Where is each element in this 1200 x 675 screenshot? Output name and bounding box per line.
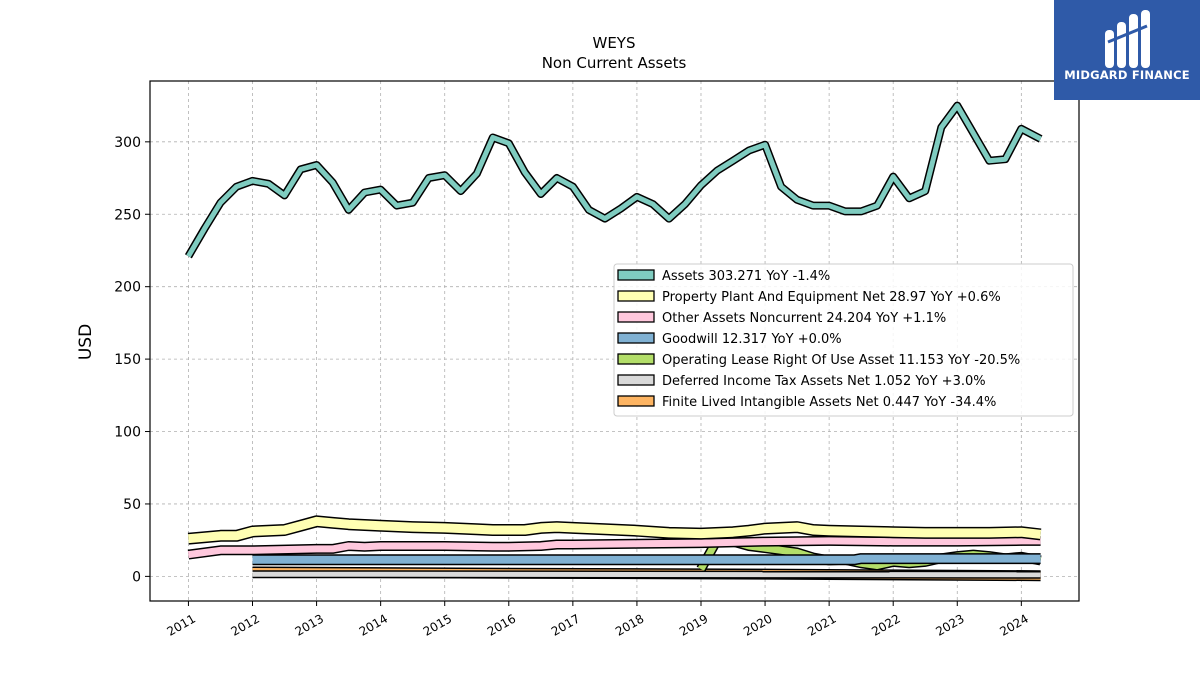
legend-label: Finite Lived Intangible Assets Net 0.447… [662, 395, 996, 410]
y-tick-label: 300 [114, 135, 141, 151]
x-tick-label: 2017 [549, 611, 582, 638]
legend-item: Operating Lease Right Of Use Asset 11.15… [617, 353, 1020, 368]
series-line [186, 103, 1042, 258]
legend-box [613, 263, 1074, 417]
plot-frame [149, 80, 1080, 602]
y-tick-label: 200 [114, 280, 141, 296]
series-layer [184, 101, 1043, 582]
x-tick-label: 2020 [741, 611, 774, 638]
x-tick-label: 2016 [485, 611, 518, 638]
series-5 [252, 570, 1041, 579]
y-axis-label: USD [76, 324, 96, 360]
legend-item: Other Assets Noncurrent 24.204 YoY +1.1% [617, 311, 946, 326]
x-tick-label: 2014 [357, 611, 390, 638]
series-1 [187, 515, 1042, 545]
x-tick-label: 2011 [164, 611, 197, 638]
legend-swatch [617, 290, 655, 302]
x-tick-label: 2021 [805, 611, 838, 638]
legend-label: Property Plant And Equipment Net 28.97 Y… [662, 290, 1001, 305]
legend-label: Goodwill 12.317 YoY +0.0% [662, 332, 842, 347]
legend-swatch [617, 311, 655, 323]
x-tick-label: 2018 [613, 611, 646, 638]
legend-swatch [617, 353, 655, 365]
x-tick-label: 2013 [293, 611, 326, 638]
legend: Assets 303.271 YoY -1.4% Property Plant A… [613, 263, 1074, 417]
legend-item: Goodwill 12.317 YoY +0.0% [617, 332, 842, 347]
y-tick-label: 50 [123, 497, 141, 513]
y-tick-label: 150 [114, 352, 141, 368]
legend-swatch [617, 374, 655, 386]
series-line [187, 537, 1041, 559]
series-line [252, 571, 1041, 578]
logo-mark-icon [1105, 10, 1150, 68]
series-2 [187, 535, 1041, 560]
logo: MIDGARD FINANCE [1054, 0, 1200, 100]
legend-item: Property Plant And Equipment Net 28.97 Y… [617, 290, 1001, 305]
series-0 [184, 101, 1043, 259]
logo-text: MIDGARD FINANCE [1064, 68, 1190, 82]
series-line [187, 516, 1042, 544]
legend-swatch [617, 269, 655, 281]
x-tick-label: 2023 [933, 611, 966, 638]
legend-label: Assets 303.271 YoY -1.4% [662, 269, 830, 284]
x-tick-label: 2012 [229, 611, 262, 638]
legend-swatch [617, 332, 655, 344]
series-line [252, 554, 1041, 564]
y-tick-label: 100 [114, 425, 141, 441]
y-tick-label: 0 [132, 569, 141, 585]
x-tick-label: 2019 [677, 611, 710, 638]
legend-item: Deferred Income Tax Assets Net 1.052 YoY… [617, 374, 986, 389]
chart-title: WEYS [593, 34, 636, 52]
legend-label: Other Assets Noncurrent 24.204 YoY +1.1% [662, 311, 946, 326]
legend-label: Operating Lease Right Of Use Asset 11.15… [662, 353, 1020, 368]
y-tick-label: 250 [114, 207, 141, 223]
series-3 [252, 553, 1041, 566]
legend-swatch [617, 395, 655, 407]
x-tick-label: 2022 [869, 611, 902, 638]
legend-label: Deferred Income Tax Assets Net 1.052 YoY… [662, 374, 986, 389]
legend-item: Finite Lived Intangible Assets Net 0.447… [617, 395, 996, 410]
chart-subtitle: Non Current Assets [542, 54, 687, 72]
legend-item: Assets 303.271 YoY -1.4% [617, 269, 830, 284]
x-tick-label: 2024 [997, 611, 1030, 638]
x-tick-label: 2015 [421, 611, 454, 638]
